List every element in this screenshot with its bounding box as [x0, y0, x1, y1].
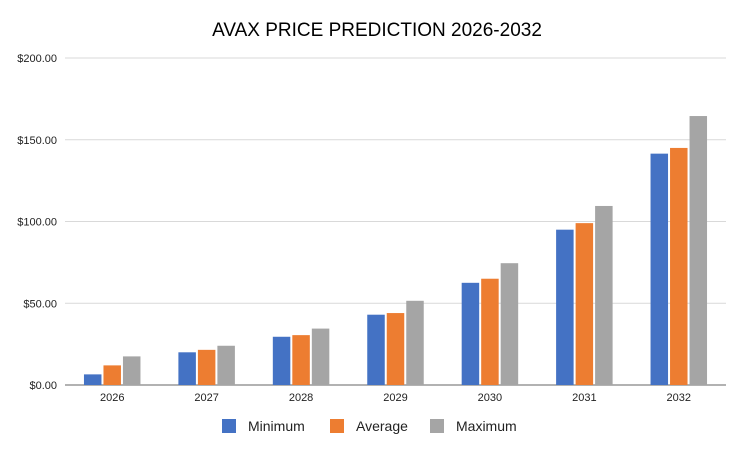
- bar-average-2032: [670, 147, 688, 385]
- chart-title: AVAX PRICE PREDICTION 2026-2032: [212, 20, 542, 41]
- bars: [83, 116, 708, 385]
- bar-minimum-2029: [367, 314, 385, 385]
- y-axis-tick-labels: $0.00 $50.00 $100.00 $150.00 $200.00: [17, 53, 57, 392]
- bar-maximum-2029: [406, 300, 424, 385]
- bar-minimum-2032: [650, 153, 669, 385]
- x-tick-label: 2031: [572, 392, 596, 404]
- legend-swatch-maximum: [430, 419, 444, 433]
- bar-maximum-2028: [311, 328, 330, 385]
- bar-minimum-2031: [556, 229, 574, 385]
- y-tick-label: $0.00: [29, 380, 57, 392]
- bar-average-2027: [197, 349, 216, 385]
- legend-swatch-average: [330, 419, 344, 433]
- x-tick-label: 2026: [100, 392, 124, 404]
- legend-label-minimum: Minimum: [248, 418, 305, 434]
- legend: Minimum Average Maximum: [222, 418, 517, 434]
- bar-average-2029: [386, 313, 405, 385]
- bar-average-2028: [292, 335, 310, 385]
- bar-maximum-2027: [217, 345, 235, 385]
- y-tick-label: $150.00: [17, 135, 57, 147]
- legend-label-average: Average: [356, 418, 408, 434]
- bar-average-2026: [103, 365, 121, 385]
- bar-average-2031: [575, 223, 594, 385]
- bar-maximum-2031: [595, 205, 613, 385]
- x-tick-label: 2028: [289, 392, 313, 404]
- bar-minimum-2027: [178, 352, 196, 385]
- bar-minimum-2030: [461, 282, 480, 385]
- legend-label-maximum: Maximum: [456, 418, 517, 434]
- x-axis-tick-labels: 2026 2027 2028 2029 2030 2031 2032: [100, 392, 691, 404]
- bar-maximum-2032: [689, 116, 708, 385]
- x-tick-label: 2030: [478, 392, 502, 404]
- bar-maximum-2030: [500, 263, 519, 385]
- bar-minimum-2028: [272, 336, 291, 385]
- y-tick-label: $200.00: [17, 53, 57, 65]
- x-tick-label: 2027: [194, 392, 218, 404]
- x-tick-label: 2032: [667, 392, 691, 404]
- y-tick-label: $100.00: [17, 217, 57, 229]
- bar-minimum-2026: [83, 374, 102, 385]
- legend-swatch-minimum: [222, 419, 236, 433]
- gridlines: [65, 57, 726, 386]
- bar-maximum-2026: [122, 356, 141, 385]
- y-tick-label: $50.00: [23, 298, 57, 310]
- bar-average-2030: [481, 278, 499, 385]
- x-tick-label: 2029: [383, 392, 407, 404]
